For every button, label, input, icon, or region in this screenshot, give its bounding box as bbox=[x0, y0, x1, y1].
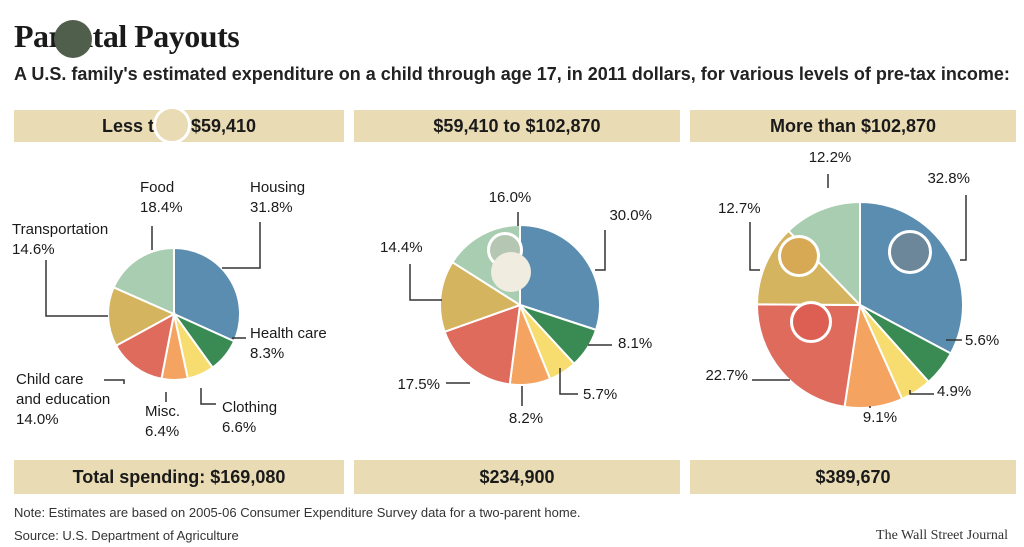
footer-band-low-income: Total spending: $169,080 bbox=[14, 460, 344, 494]
pie-1-slice-transportation bbox=[439, 260, 523, 334]
footnote: Note: Estimates are based on 2005-06 Con… bbox=[14, 505, 581, 520]
pie-2-label-housing: 32.8% bbox=[927, 170, 970, 187]
chart-subtitle: A U.S. family's estimated expenditure on… bbox=[14, 64, 1010, 84]
pie-2-label-child-care-and-education: 22.7% bbox=[705, 367, 748, 384]
publication-credit: The Wall Street Journal bbox=[876, 528, 1008, 543]
pie-2-leader-housing bbox=[960, 195, 967, 261]
pie-0-leader-housing bbox=[222, 222, 261, 269]
pie-0-label-clothing: Clothing 6.6% bbox=[222, 399, 277, 436]
pie-0-label-housing: Housing 31.8% bbox=[250, 179, 305, 216]
pie-0-slice-food bbox=[112, 246, 175, 316]
pie-2-slice-food bbox=[787, 200, 861, 308]
pie-2-label-misc: 9.1% bbox=[863, 409, 897, 426]
pie-0-label-child-care-and-education: Child care and education 14.0% bbox=[16, 371, 110, 428]
overlay-marker-high-childcare[interactable] bbox=[790, 301, 832, 343]
pie-2-leader-clothing bbox=[909, 390, 934, 395]
pie-1-label-misc: 8.2% bbox=[509, 410, 543, 427]
pie-2-leader-transportation bbox=[749, 222, 760, 271]
pie-0-label-food: Food 18.4% bbox=[140, 179, 183, 216]
pie-0-label-misc: Misc. 6.4% bbox=[145, 403, 180, 440]
pie-1-label-health-care: 8.1% bbox=[618, 335, 652, 352]
pie-0-label-transportation: Transportation 14.6% bbox=[12, 221, 108, 258]
overlay-marker-header[interactable] bbox=[153, 106, 191, 144]
source-line: Source: U.S. Department of Agriculture bbox=[14, 528, 239, 543]
pie-1-label-housing: 30.0% bbox=[609, 207, 652, 224]
pie-1-label-food: 16.0% bbox=[489, 189, 532, 206]
pie-0-slice-housing bbox=[173, 246, 241, 343]
pie-0-leader-clothing bbox=[200, 388, 216, 405]
pie-2-label-food: 12.2% bbox=[809, 149, 852, 166]
chart-title: Parental Payouts bbox=[14, 18, 240, 54]
overlay-marker-title[interactable] bbox=[54, 20, 92, 58]
overlay-marker-mid-housing[interactable] bbox=[491, 252, 531, 292]
overlay-marker-high-housing[interactable] bbox=[888, 230, 932, 274]
pie-1-leader-housing bbox=[595, 230, 606, 271]
pie-0-leader-child-care-and-education bbox=[104, 379, 125, 384]
pie-1-label-clothing: 5.7% bbox=[583, 386, 617, 403]
header-band-mid-income: $59,410 to $102,870 bbox=[354, 110, 680, 142]
pie-2-label-transportation: 12.7% bbox=[718, 200, 761, 217]
pie-charts-area: Housing 31.8% Health care 8.3% Clothing 6.6% M… bbox=[12, 149, 999, 440]
footer-band-mid-income: $234,900 bbox=[354, 460, 680, 494]
overlay-marker-high-transportation[interactable] bbox=[778, 235, 820, 277]
pie-1-leader-transportation bbox=[409, 264, 442, 301]
footer-band-high-income: $389,670 bbox=[690, 460, 1016, 494]
pie-2-label-clothing: 4.9% bbox=[937, 383, 971, 400]
pie-2-slice-child-care-and-education bbox=[756, 303, 862, 408]
pie-2-slice-housing bbox=[859, 200, 964, 355]
pie-1-label-child-care-and-education: 17.5% bbox=[397, 376, 440, 393]
pie-2-label-health-care: 5.6% bbox=[965, 332, 999, 349]
pie-0-slice-child-care-and-education bbox=[114, 312, 176, 380]
pie-1-leader-clothing bbox=[559, 368, 578, 395]
pie-0-label-health-care: Health care 8.3% bbox=[250, 325, 327, 362]
header-band-high-income: More than $102,870 bbox=[690, 110, 1016, 142]
pie-0-leader-transportation bbox=[45, 260, 108, 317]
pie-1-slice-housing bbox=[519, 223, 601, 332]
pie-1-label-transportation: 14.4% bbox=[380, 239, 423, 256]
pie-1-slice-child-care-and-education bbox=[443, 303, 522, 386]
pie-0-slice-transportation bbox=[107, 286, 177, 348]
